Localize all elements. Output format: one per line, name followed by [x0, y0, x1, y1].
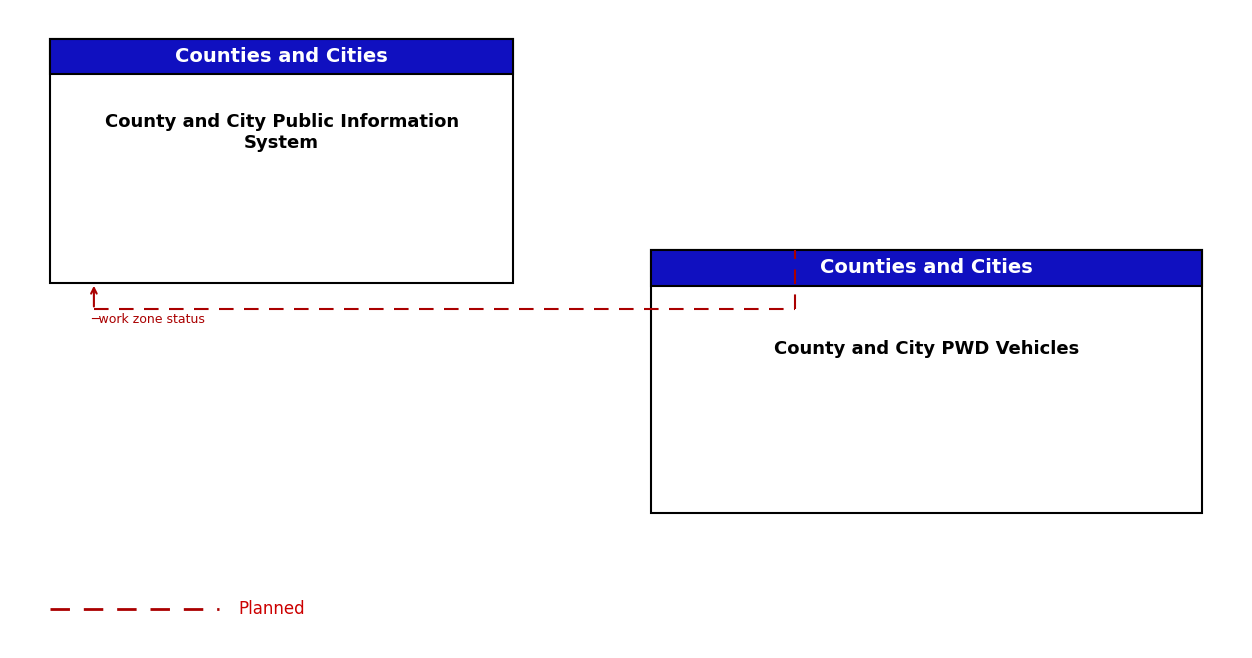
Bar: [50, 39, 513, 283]
Text: Planned: Planned: [238, 599, 304, 618]
Bar: [50, 39, 513, 74]
Text: ─work zone status: ─work zone status: [91, 313, 205, 326]
Bar: [651, 250, 1202, 286]
Text: County and City PWD Vehicles: County and City PWD Vehicles: [774, 340, 1079, 359]
Text: County and City Public Information
System: County and City Public Information Syste…: [105, 113, 458, 151]
Text: Counties and Cities: Counties and Cities: [175, 47, 388, 66]
Bar: [651, 250, 1202, 513]
Text: Counties and Cities: Counties and Cities: [820, 259, 1033, 277]
